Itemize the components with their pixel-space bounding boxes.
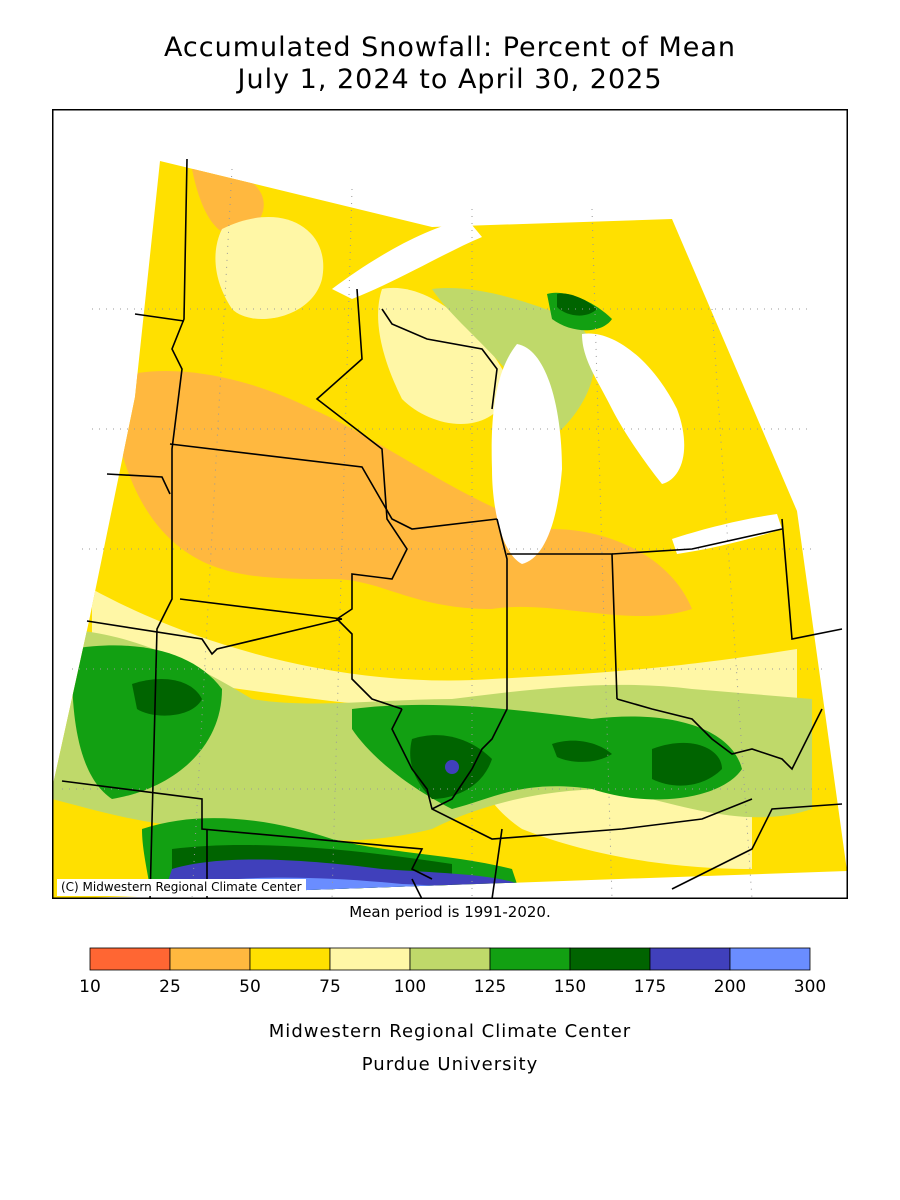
copyright-label: (C) Midwestern Regional Climate Center: [57, 879, 306, 896]
map-border: [52, 109, 848, 899]
mean-period-note: Mean period is 1991-2020.: [349, 903, 551, 921]
state-boundaries: [61, 158, 843, 899]
legend-tick-label: 200: [714, 977, 746, 997]
graticule: [62, 168, 832, 899]
legend-swatch: [729, 947, 811, 971]
footer-organization: Midwestern Regional Climate Center: [268, 1021, 632, 1042]
legend-tick-label: 125: [474, 977, 506, 997]
legend-swatch: [649, 947, 731, 971]
legend-tick-label: 25: [159, 977, 181, 997]
legend-swatch: [489, 947, 571, 971]
legend-swatch: [409, 947, 491, 971]
legend-swatch: [89, 947, 171, 971]
legend-tick-label: 100: [394, 977, 426, 997]
lake-huron: [582, 333, 685, 484]
legend-tick-label: 75: [319, 977, 341, 997]
legend-tick-label: 150: [554, 977, 586, 997]
legend-tick-label: 10: [79, 977, 101, 997]
map-title: Accumulated Snowfall: Percent of Mean: [163, 32, 737, 63]
legend-swatch: [329, 947, 411, 971]
legend-swatch: [569, 947, 651, 971]
legend-swatch: [169, 947, 251, 971]
footer-university: Purdue University: [361, 1054, 539, 1075]
snowfall-map: [52, 109, 848, 899]
lake-michigan: [491, 344, 562, 564]
legend-tick-label: 300: [794, 977, 826, 997]
lake-erie: [672, 514, 782, 554]
color-legend: 10 25 50 75 100 125 150 175 200 300: [79, 947, 826, 997]
lake-superior: [332, 219, 482, 299]
map-date-range: July 1, 2024 to April 30, 2025: [237, 64, 663, 95]
legend-swatch: [249, 947, 331, 971]
legend-tick-label: 175: [634, 977, 666, 997]
legend-tick-label: 50: [239, 977, 261, 997]
